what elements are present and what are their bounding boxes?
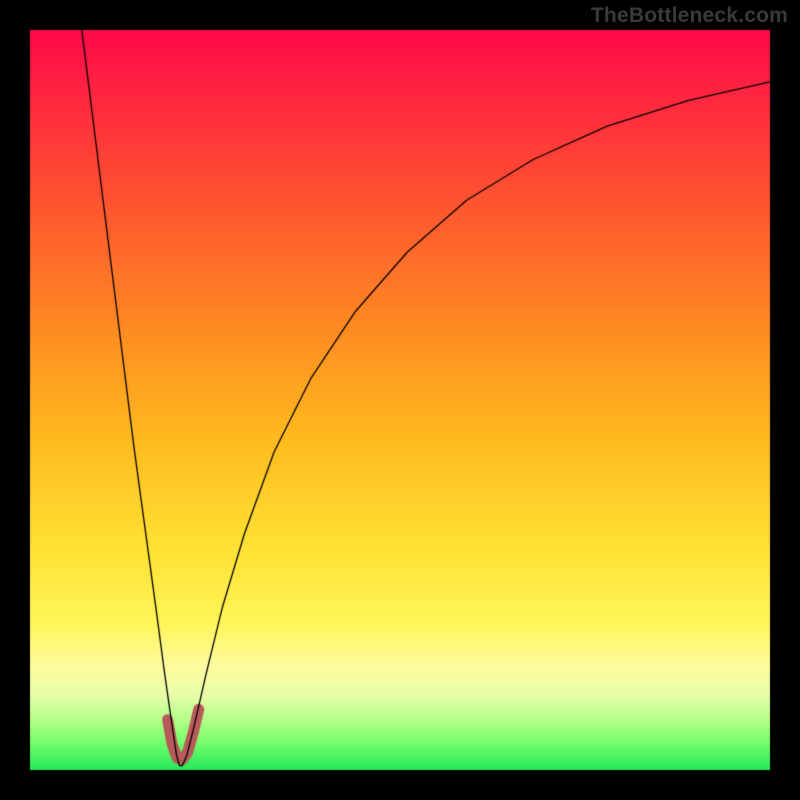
watermark-text: TheBottleneck.com [591,4,788,28]
chart-stage: TheBottleneck.com [0,0,800,800]
bottleneck-curve-layer [0,0,800,800]
